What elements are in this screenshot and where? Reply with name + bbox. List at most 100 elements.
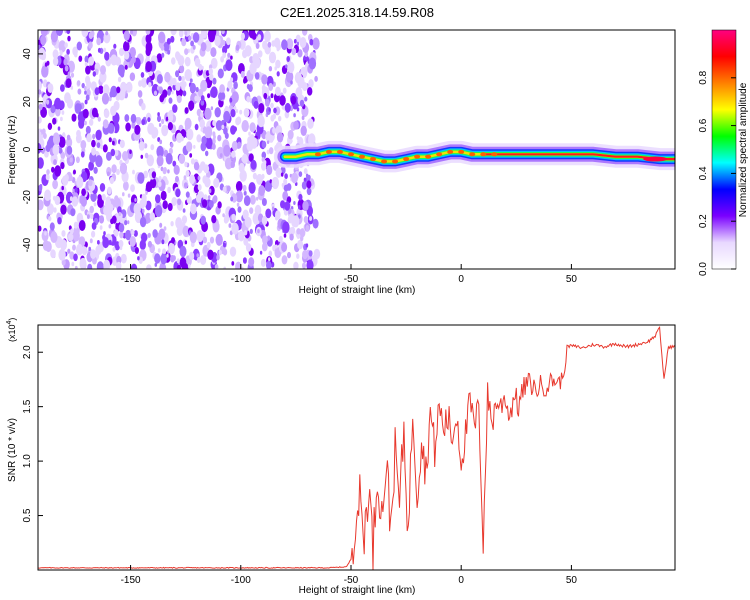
spectrogram-noise-cell [113, 229, 119, 237]
spectrogram-noise-cell [72, 229, 80, 242]
spectrogram-noise-cell [196, 230, 204, 242]
spectrogram-noise-cell [282, 87, 287, 94]
spectrogram-noise-cell [145, 61, 153, 73]
spectrogram-noise-cell [84, 99, 88, 105]
spectrogram-noise-cell [184, 107, 189, 114]
spectrogram-noise-cell [301, 115, 305, 121]
spectrogram-noise-cell [120, 253, 127, 264]
spectrogram-noise-cell [184, 69, 192, 82]
spectrogram-noise-cell [203, 164, 210, 174]
spectrogram-noise-cell [41, 230, 49, 242]
spectrogram-noise-cell [61, 259, 66, 266]
spectrogram-noise-cell [228, 223, 232, 228]
spectrogram-noise-cell [172, 160, 177, 167]
spectrogram-noise-cell [103, 47, 107, 53]
spectrogram-noise-cell [125, 122, 131, 132]
spectrogram-noise-cell [75, 156, 80, 164]
spectrogram-noise-cell [216, 254, 220, 261]
spectrogram-noise-cell [210, 47, 217, 58]
spectrogram-noise-cell [282, 191, 289, 201]
spectrogram-noise-cell [114, 149, 119, 157]
spectrogram-noise-cell [57, 126, 61, 131]
spectrogram-noise-cell [271, 206, 275, 211]
spectrogram-noise-cell [85, 94, 90, 101]
spectrogram-noise-cell [223, 242, 226, 248]
spectrogram-noise-cell [141, 119, 146, 126]
spectrogram-noise-cell [303, 168, 308, 175]
spectrogram-noise-cell [262, 235, 268, 245]
spectrogram-noise-cell [175, 188, 181, 198]
spectrogram-noise-cell [175, 82, 181, 91]
spectrogram-noise-cell [209, 236, 215, 244]
spectrogram-noise-cell [235, 117, 241, 126]
spectrogram-noise-cell [168, 147, 173, 155]
spectrogram-noise-cell [93, 166, 98, 174]
spectrogram-noise-cell [268, 257, 271, 262]
spectrogram-noise-cell [200, 30, 208, 39]
spectrogram-noise-cell [141, 102, 146, 111]
spectrogram-noise-cell [97, 240, 100, 245]
spectrogram-noise-cell [129, 47, 136, 58]
spectrogram-noise-cell [256, 173, 263, 185]
spectrogram-noise-cell [306, 259, 314, 269]
spectrogram-noise-cell [100, 144, 104, 150]
spectrogram-noise-cell [163, 41, 170, 52]
spectrogram-noise-cell [193, 144, 196, 149]
spectrogram-noise-cell [143, 143, 148, 149]
spectrogram-noise-cell [213, 177, 220, 188]
snr-y-tick-label: 1.0 [22, 454, 33, 468]
spectrogram-noise-cell [88, 246, 91, 251]
spectrogram-noise-cell [88, 41, 93, 49]
spectrogram-noise-cell [167, 186, 172, 194]
spectrogram-noise-cell [189, 78, 193, 83]
spectrogram-noise-cell [38, 80, 42, 90]
spectrogram-noise-cell [119, 245, 123, 251]
spectrogram-noise-cell [308, 250, 313, 257]
spectrogram-noise-cell [176, 95, 182, 104]
spectrogram-noise-cell [52, 117, 57, 125]
spectrogram-noise-cell [46, 169, 50, 175]
spectrogram-noise-cell [292, 215, 300, 228]
spectrogram-noise-cell [66, 48, 70, 55]
spectrogram-noise-cell [294, 72, 302, 84]
spectrogram-noise-cell [77, 103, 82, 111]
spectrogram-noise-cell [259, 250, 263, 255]
spectrogram-noise-cell [156, 145, 164, 158]
spectrogram-noise-cell [96, 261, 104, 269]
spectrogram-noise-cell [284, 102, 291, 113]
spectrogram-noise-cell [303, 216, 309, 224]
spectrogram-hot-spot [370, 157, 377, 162]
spectrogram-noise-cell [130, 113, 137, 124]
spectrogram-noise-cell [74, 181, 77, 186]
spectrogram-noise-cell [60, 116, 63, 122]
spectrogram-noise-cell [245, 218, 251, 228]
snr-panel: -150 -100 -50 0 50 0.5 1.0 1.5 2.0 Height of st… [6, 318, 676, 596]
spectrogram-noise-cell [137, 172, 145, 184]
spectrogram-noise-cell [207, 195, 211, 200]
snr-y-tick-label: 1.5 [22, 399, 33, 413]
spectrogram-noise-cell [178, 153, 186, 164]
spectrogram-noise-cell [284, 110, 290, 119]
spectrogram-noise-cell [255, 42, 260, 50]
spectrogram-noise-cell [278, 235, 283, 243]
spectrogram-noise-cell [72, 244, 76, 251]
spectrogram-noise-cell [124, 64, 128, 70]
spectrogram-noise-cell [54, 195, 61, 206]
spectrogram-noise-cell [113, 43, 117, 49]
spectrogram-noise-cell [72, 46, 78, 56]
spectrogram-noise-cell [160, 253, 167, 265]
spectrogram-noise-cell [52, 179, 58, 190]
spectrogram-noise-cell [73, 221, 79, 229]
snr-series-line [38, 326, 675, 570]
spectrogram-noise-cell [87, 263, 93, 269]
spectrogram-noise-cell [66, 145, 73, 155]
spectrogram-noise-cell [73, 253, 78, 262]
spectrogram-noise-cell [45, 173, 50, 181]
spectrogram-noise-cell [60, 239, 67, 251]
spectrogram-noise-cell [78, 220, 86, 231]
spectrogram-noise-cell [38, 225, 42, 232]
spectrogram-y-label: Frequency (Hz) [7, 116, 18, 185]
spectrogram-noise-cell [101, 93, 110, 105]
spectrogram-noise-cell [227, 80, 233, 90]
spectrogram-x-tick-label: 50 [566, 274, 578, 285]
